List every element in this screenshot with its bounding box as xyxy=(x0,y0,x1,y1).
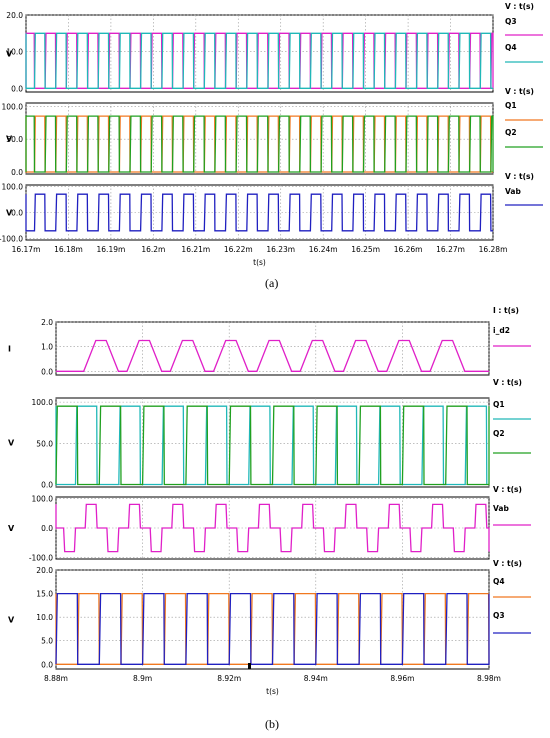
legend-label: Vab xyxy=(505,187,521,196)
y-tick-label: 50.0 xyxy=(36,439,53,448)
series-line-vab xyxy=(55,503,490,553)
series-line-q3 xyxy=(55,592,490,665)
x-axis-label: t(s) xyxy=(253,258,266,267)
caption-a: (a) xyxy=(265,276,279,290)
y-tick-label: 100.0 xyxy=(2,102,24,111)
series-line-vab xyxy=(25,193,493,232)
x-tick-label: 16.28m xyxy=(479,245,508,254)
legend-header: V : t(s) xyxy=(493,378,522,387)
panel-a1: 0.0 10.0 20.0 V V : t(s) Q3 Q4 xyxy=(6,2,543,93)
y-tick-label: 0.0 xyxy=(11,84,23,93)
y-axis-label: V xyxy=(6,135,13,144)
legend-label: i_d2 xyxy=(493,326,510,335)
y-tick-label: 50.0 xyxy=(6,135,23,144)
y-tick-label: 15.0 xyxy=(36,590,53,599)
x-tick-label: 16.25m xyxy=(351,245,380,254)
panel-b1: 0.0 1.0 2.0 I I : t(s) i_d2 xyxy=(8,306,531,376)
x-tick-label: 8.98m xyxy=(477,674,501,683)
legend-label: Q1 xyxy=(493,400,505,409)
x-tick-label: 16.17m xyxy=(12,245,41,254)
y-tick-label: 100.0 xyxy=(32,494,54,503)
y-tick-label: 2.0 xyxy=(41,318,53,327)
series-line-q2 xyxy=(25,115,494,173)
y-tick-label: 0.0 xyxy=(41,524,53,533)
series-line-i_d2 xyxy=(56,339,489,372)
x-tick-label: 8.94m xyxy=(304,674,328,683)
x-tick-label: 16.26m xyxy=(394,245,423,254)
panel-b4: 0.0 5.0 10.0 15.0 20.0 V V : t(s) Q4 Q3 8.88m 8.9m… xyxy=(8,559,531,696)
y-tick-label: 1.0 xyxy=(41,343,53,352)
y-tick-label: 100.0 xyxy=(2,182,24,191)
x-tick-label: 8.88m xyxy=(44,674,68,683)
y-tick-label: 0.0 xyxy=(41,367,53,376)
legend-header: I : t(s) xyxy=(493,306,519,315)
x-tick-label: 8.9m xyxy=(133,674,152,683)
x-tick-label: 16.24m xyxy=(309,245,338,254)
y-tick-label: 10.0 xyxy=(36,613,53,622)
plot-frame xyxy=(25,102,494,175)
y-tick-label: 20.0 xyxy=(36,566,53,575)
legend-label: Q3 xyxy=(493,611,505,620)
plot-frame xyxy=(55,321,490,376)
panel-a2: 0.0 50.0 100.0 V V : t(s) Q1 Q2 xyxy=(2,87,543,177)
series-line-q3 xyxy=(25,32,494,89)
y-tick-label: 0.0 xyxy=(41,481,53,490)
y-tick-label: 0.0 xyxy=(11,209,23,218)
y-axis-label: V xyxy=(6,50,13,59)
y-tick-label: 20.0 xyxy=(6,11,23,20)
panel-b3: -100.0 0.0 100.0 V V : t(s) Vab xyxy=(8,485,531,563)
series-line-q2 xyxy=(55,405,490,486)
x-tick-label: 16.19m xyxy=(97,245,126,254)
y-tick-label: 0.0 xyxy=(41,660,53,669)
y-tick-label: -100.0 xyxy=(29,554,53,563)
y-tick-label: 5.0 xyxy=(41,637,53,646)
legend-label: Vab xyxy=(493,504,509,513)
x-tick-label: 16.21m xyxy=(181,245,210,254)
caption-b: (b) xyxy=(265,717,279,731)
y-tick-label: 10.0 xyxy=(6,48,23,57)
series-line-q1 xyxy=(55,405,488,486)
y-axis-label: V xyxy=(8,439,15,448)
legend-label: Q4 xyxy=(505,43,517,52)
legend-header: V : t(s) xyxy=(505,87,534,96)
x-tick-label: 16.23m xyxy=(266,245,295,254)
y-tick-label: -100.0 xyxy=(0,235,23,244)
y-axis-label: I xyxy=(8,345,11,354)
legend-label: Q2 xyxy=(493,429,505,438)
legend-header: V : t(s) xyxy=(493,485,522,494)
x-tick-label: 16.27m xyxy=(436,245,465,254)
x-tick-label: 16.2m xyxy=(141,245,165,254)
legend-label: Q2 xyxy=(505,128,517,137)
y-tick-label: 100.0 xyxy=(32,398,54,407)
x-tick-label: 16.18m xyxy=(54,245,83,254)
y-axis-label: V xyxy=(6,209,13,218)
legend-label: Q1 xyxy=(505,101,517,110)
plot-frame xyxy=(25,14,494,93)
y-axis-label: V xyxy=(8,616,15,625)
legend-header: V : t(s) xyxy=(505,2,534,11)
y-axis-label: V xyxy=(8,524,15,533)
legend-label: Q4 xyxy=(493,577,505,586)
legend-label: Q3 xyxy=(505,17,517,26)
y-tick-label: 0.0 xyxy=(11,168,23,177)
x-tick-label: 8.96m xyxy=(390,674,414,683)
legend-header: V : t(s) xyxy=(505,172,534,181)
series-line-q4 xyxy=(25,32,493,89)
x-axis-label: t(s) xyxy=(266,687,279,696)
legend-header: V : t(s) xyxy=(493,559,522,568)
x-tick-label: 8.92m xyxy=(217,674,241,683)
cursor-marker xyxy=(248,663,251,669)
x-tick-label: 16.22m xyxy=(224,245,253,254)
panel-a3: -100.0 0.0 100.0 V V : t(s) Vab 16.17m 16.18m 16… xyxy=(0,172,543,267)
panel-b2: 0.0 50.0 100.0 V V : t(s) Q1 Q2 xyxy=(8,378,531,490)
